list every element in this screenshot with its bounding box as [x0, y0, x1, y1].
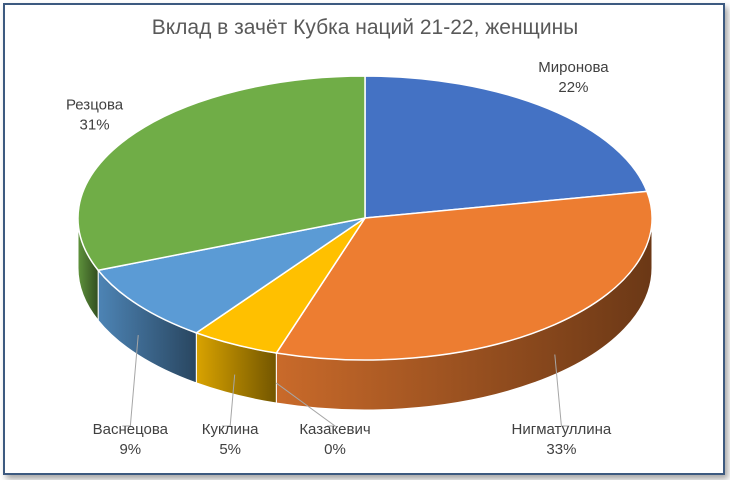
- data-labels: Миронова 22% Нигматуллина 33% Казакевич 0% Кук…: [66, 59, 612, 458]
- data-label-name-резцова: Резцова: [66, 97, 124, 114]
- data-label-value-резцова: 31%: [80, 117, 110, 134]
- pie-slices: [77, 75, 653, 361]
- data-label-value-миронова: 22%: [558, 79, 588, 96]
- data-label-value-казакевич: 0%: [324, 441, 346, 458]
- data-label-name-нигматуллина: Нигматуллина: [512, 421, 612, 438]
- data-label-name-васнецова: Васнецова: [93, 421, 169, 438]
- leader-line-васнецова: [122, 334, 139, 427]
- data-label-value-нигматуллина: 33%: [546, 441, 576, 458]
- pie-slice-резцова: [77, 75, 366, 272]
- data-label-name-казакевич: Казакевич: [299, 421, 370, 438]
- pie-slice-васнецова: [96, 217, 366, 334]
- data-label-name-куклина: Куклина: [202, 421, 259, 438]
- data-label-name-миронова: Миронова: [538, 59, 609, 76]
- data-label-value-васнецова: 9%: [119, 441, 141, 458]
- leader-line-нигматуллина: [554, 354, 570, 427]
- data-label-value-куклина: 5%: [219, 441, 241, 458]
- pie-slice-нигматуллина: [275, 190, 653, 361]
- pie-sides: [77, 217, 653, 411]
- leader-line-казакевич: [276, 382, 337, 427]
- chart-title: Вклад в зачёт Кубка наций 21-22, женщины: [151, 16, 579, 39]
- leader-lines: [122, 334, 570, 427]
- leader-line-куклина: [222, 374, 236, 427]
- pie-slice-миронова: [364, 75, 648, 219]
